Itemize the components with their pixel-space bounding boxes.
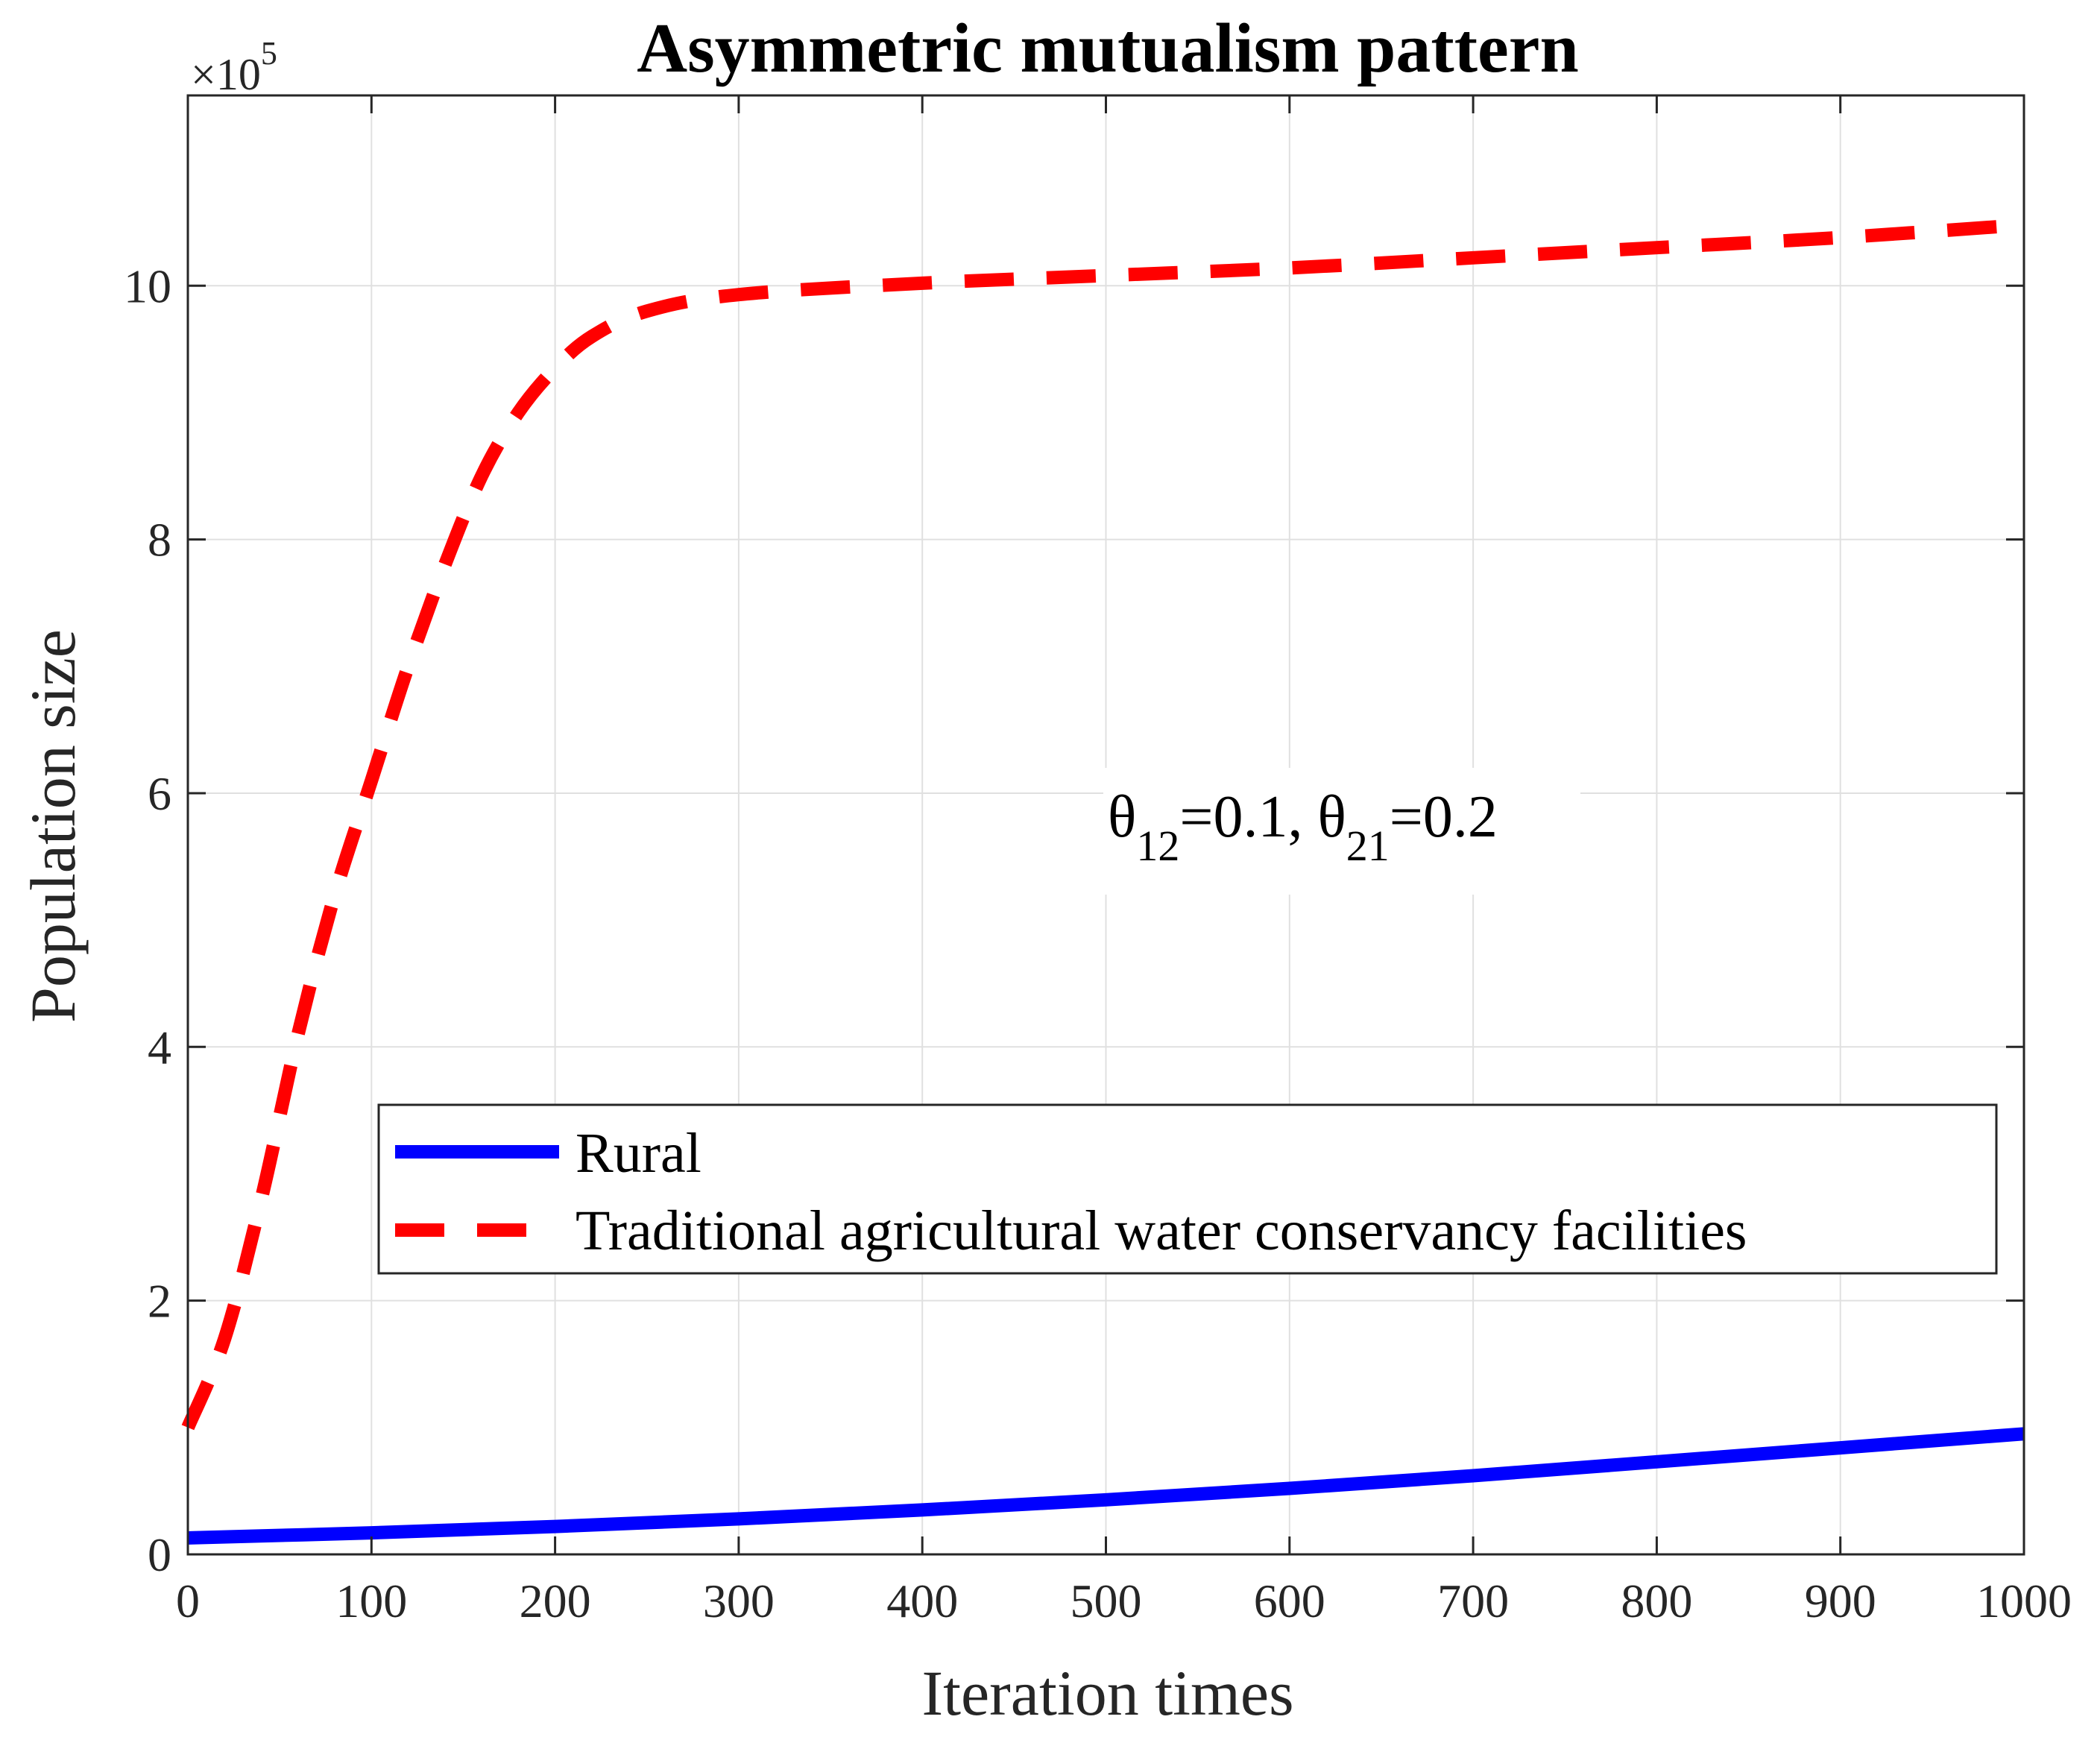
x-tick-label-2: 200 xyxy=(520,1574,591,1627)
x-tick-label-9: 900 xyxy=(1805,1574,1876,1627)
y-exponent-base: ×10 xyxy=(191,50,261,99)
y-exponent-power: 5 xyxy=(261,35,277,72)
x-axis-label: Iteration times xyxy=(921,1657,1293,1729)
legend-label-facilities: Traditional agricultural water conservan… xyxy=(576,1200,1747,1262)
y-axis-label: Population size xyxy=(17,629,89,1023)
theta-21-subscript: 21 xyxy=(1346,822,1390,870)
theta-12-symbol: θ xyxy=(1108,784,1136,850)
theta-12-value: =0.1, xyxy=(1179,784,1317,850)
x-tick-label-8: 800 xyxy=(1621,1574,1692,1627)
chart-title: Asymmetric mutualism pattern xyxy=(637,10,1579,87)
y-tick-label-4: 8 xyxy=(148,514,171,567)
y-tick-label-5: 10 xyxy=(124,259,171,312)
legend-box xyxy=(377,1103,1998,1275)
y-exponent: ×105 xyxy=(191,35,277,99)
legend-label-rural: Rural xyxy=(576,1122,701,1185)
x-tick-label-10: 1000 xyxy=(1976,1574,2072,1627)
y-tick-label-1: 2 xyxy=(148,1275,171,1328)
series-line-1 xyxy=(181,218,2025,1431)
theta-12-subscript: 12 xyxy=(1136,822,1179,870)
theta-21-value: =0.2 xyxy=(1390,784,1498,850)
x-tick-label-5: 500 xyxy=(1071,1574,1142,1627)
x-tick-label-7: 700 xyxy=(1437,1574,1509,1627)
x-tick-label-4: 400 xyxy=(886,1574,958,1627)
x-tick-label-6: 600 xyxy=(1254,1574,1325,1627)
theta-21-symbol: θ xyxy=(1317,784,1346,850)
legend: Rural Traditional agricultural water con… xyxy=(377,1103,1998,1275)
ticks: 0 100 200 300 400 500 600 700 800 900 1000 0 2 4 6 8 10 xyxy=(124,95,2072,1627)
plot-lines xyxy=(181,218,2025,1545)
theta-annotation: θ12=0.1, θ21=0.2 xyxy=(1108,784,1498,870)
y-tick-label-3: 6 xyxy=(148,767,171,820)
series-line-0 xyxy=(187,1427,2025,1545)
x-tick-label-0: 0 xyxy=(176,1574,200,1627)
x-tick-label-3: 300 xyxy=(703,1574,775,1627)
y-tick-label-2: 4 xyxy=(148,1021,171,1074)
x-tick-label-1: 100 xyxy=(335,1574,407,1627)
annotation-background xyxy=(1103,768,1580,895)
y-tick-label-0: 0 xyxy=(148,1528,171,1581)
